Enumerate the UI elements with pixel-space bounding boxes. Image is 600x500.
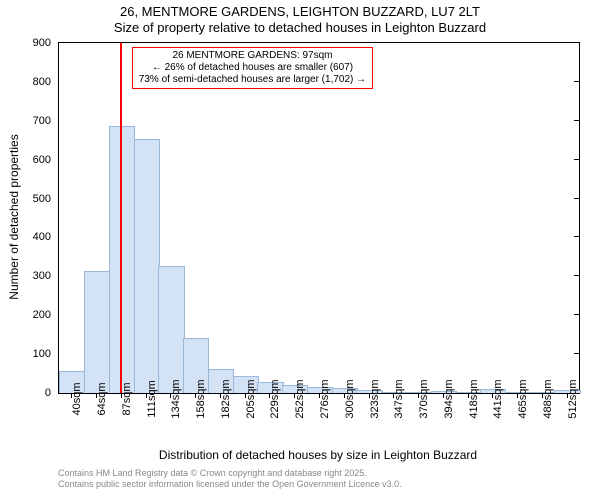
- y-tick-label: 500: [33, 193, 59, 205]
- chart-title-2: Size of property relative to detached ho…: [0, 20, 600, 36]
- y-tick-label: 600: [33, 154, 59, 166]
- x-tick-label: 488sqm: [540, 379, 554, 418]
- x-tick-label: 441sqm: [490, 379, 504, 418]
- histogram-bar: [109, 126, 135, 393]
- x-tick-label: 252sqm: [292, 379, 306, 418]
- x-tick-label: 465sqm: [515, 379, 529, 418]
- x-tick-label: 418sqm: [465, 379, 479, 418]
- y-tick-mark-right: [574, 314, 580, 315]
- x-tick-label: 394sqm: [441, 379, 455, 418]
- histogram-bar: [158, 266, 184, 393]
- chart-title-1: 26, MENTMORE GARDENS, LEIGHTON BUZZARD, …: [0, 0, 600, 20]
- x-tick-label: 512sqm: [564, 379, 578, 418]
- attribution-line-2: Contains public sector information licen…: [58, 479, 402, 490]
- y-tick-label: 100: [33, 348, 59, 360]
- histogram-chart: 26, MENTMORE GARDENS, LEIGHTON BUZZARD, …: [0, 0, 600, 500]
- x-tick-label: 205sqm: [243, 379, 257, 418]
- x-tick-label: 182sqm: [218, 379, 232, 418]
- y-tick-label: 900: [33, 37, 59, 49]
- info-line-2: ← 26% of detached houses are smaller (60…: [139, 62, 366, 74]
- attribution-text: Contains HM Land Registry data © Crown c…: [58, 468, 402, 490]
- info-line-3: 73% of semi-detached houses are larger (…: [139, 74, 366, 86]
- x-tick-label: 134sqm: [168, 379, 182, 418]
- histogram-bar: [84, 271, 110, 393]
- x-tick-label: 229sqm: [267, 379, 281, 418]
- y-tick-mark-right: [574, 81, 580, 82]
- y-tick-label: 800: [33, 76, 59, 88]
- info-line-1: 26 MENTMORE GARDENS: 97sqm: [139, 50, 366, 62]
- attribution-line-1: Contains HM Land Registry data © Crown c…: [58, 468, 402, 479]
- x-tick-label: 323sqm: [366, 379, 380, 418]
- x-tick-label: 276sqm: [317, 379, 331, 418]
- x-tick-label: 40sqm: [69, 382, 83, 415]
- x-tick-label: 158sqm: [193, 379, 207, 418]
- y-tick-label: 200: [33, 309, 59, 321]
- x-axis-label: Distribution of detached houses by size …: [159, 448, 477, 462]
- y-tick-mark-right: [574, 353, 580, 354]
- y-tick-label: 700: [33, 115, 59, 127]
- y-tick-mark-right: [574, 236, 580, 237]
- plot-area: 010020030040050060070080090040sqm64sqm87…: [58, 42, 580, 394]
- histogram-bar: [134, 139, 160, 393]
- y-tick-label: 400: [33, 231, 59, 243]
- x-tick-label: 111sqm: [143, 380, 157, 418]
- y-tick-label: 0: [45, 387, 59, 399]
- x-tick-label: 370sqm: [416, 379, 430, 418]
- property-marker-line: [120, 43, 122, 393]
- x-tick-label: 347sqm: [391, 379, 405, 418]
- y-axis-label: Number of detached properties: [7, 134, 21, 299]
- property-info-box: 26 MENTMORE GARDENS: 97sqm← 26% of detac…: [132, 47, 373, 89]
- y-tick-mark-right: [574, 198, 580, 199]
- y-tick-mark-right: [574, 120, 580, 121]
- x-tick-label: 64sqm: [94, 382, 108, 415]
- x-tick-label: 300sqm: [342, 379, 356, 418]
- y-tick-mark-right: [574, 42, 580, 43]
- y-tick-mark-right: [574, 275, 580, 276]
- y-tick-mark-right: [574, 159, 580, 160]
- y-tick-label: 300: [33, 270, 59, 282]
